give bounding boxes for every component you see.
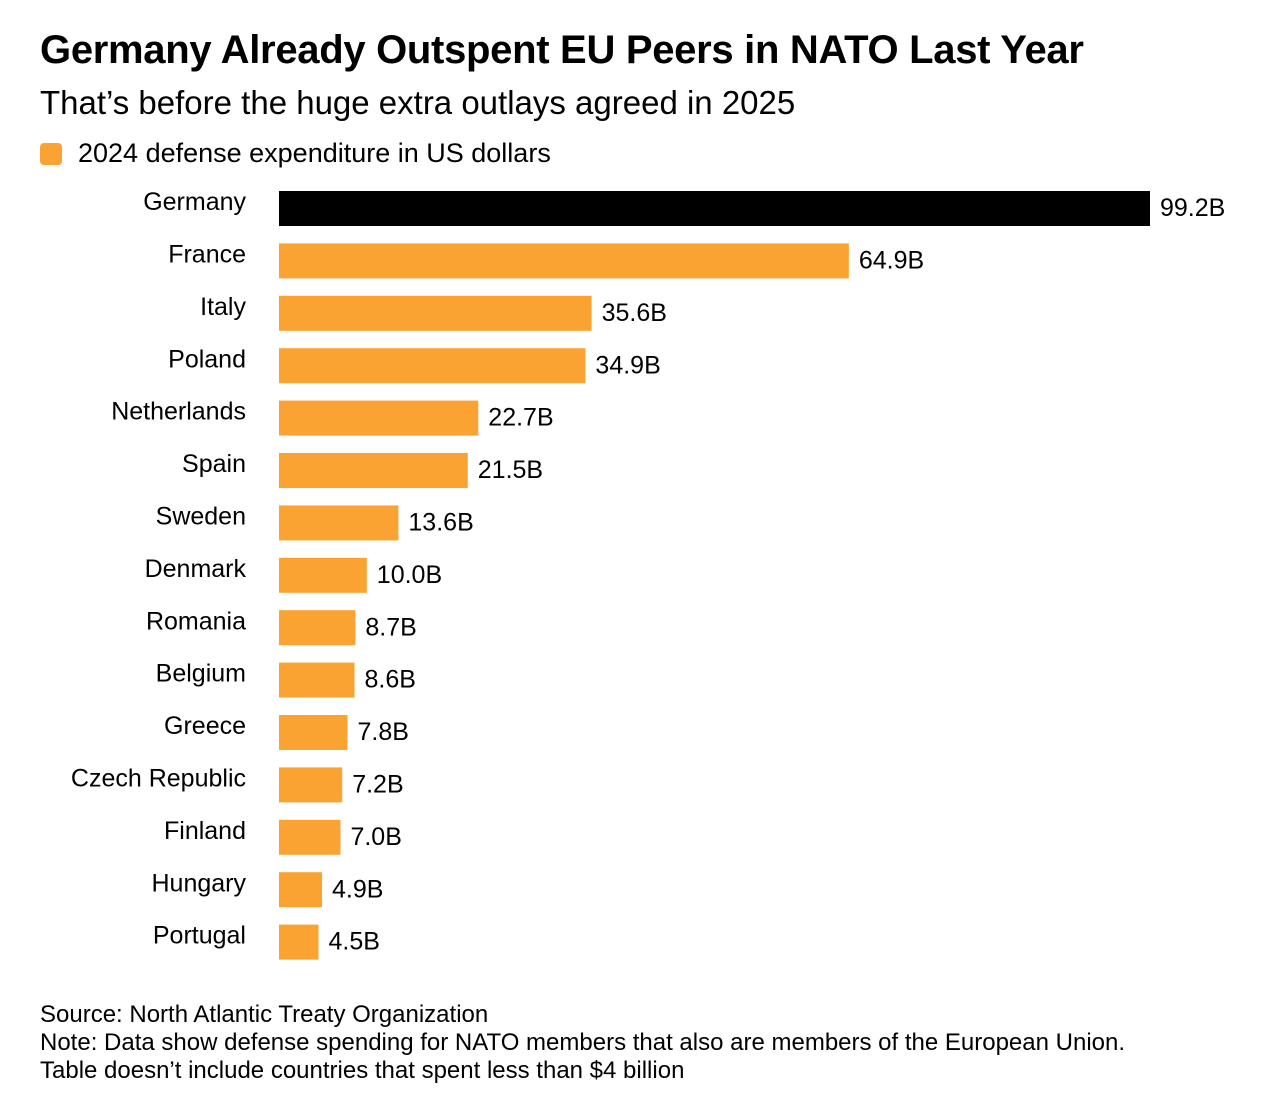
value-label-germany: 99.2B [1160,194,1225,222]
category-label-germany: Germany [143,188,246,216]
value-label-hungary: 4.9B [332,875,383,903]
bar-belgium [279,662,355,698]
bar-sweden [279,505,399,541]
value-label-italy: 35.6B [602,299,667,327]
value-label-sweden: 13.6B [408,509,473,537]
legend-label: 2024 defense expenditure in US dollars [78,138,551,168]
bar-hungary [279,872,323,908]
category-label-denmark: Denmark [145,555,247,583]
bar-czech-republic [279,767,343,803]
value-label-spain: 21.5B [478,456,543,484]
value-label-belgium: 8.6B [365,666,416,694]
bar-spain [279,453,468,488]
category-label-italy: Italy [200,293,246,321]
category-label-poland: Poland [168,345,246,373]
value-label-romania: 8.7B [365,613,416,641]
value-label-greece: 7.8B [357,718,408,746]
legend: 2024 defense expenditure in US dollars [40,138,551,169]
bar-italy [279,295,592,331]
value-label-denmark: 10.0B [377,561,442,589]
bar-germany [279,191,1150,226]
value-label-finland: 7.0B [350,823,401,851]
value-label-portugal: 4.5B [329,928,380,956]
data-note-line-1: Note: Data show defense spending for NAT… [40,1029,1126,1056]
value-label-netherlands: 22.7B [488,404,553,432]
bar-portugal [279,924,319,960]
bar-romania [279,610,356,646]
category-label-greece: Greece [164,712,246,740]
category-label-hungary: Hungary [152,869,247,897]
value-label-poland: 34.9B [595,351,660,379]
category-label-france: France [168,241,246,269]
bar-chart: Germany 99.2B France 64.9B Italy 35.6B Poland 3… [71,188,1225,960]
value-label-czech-republic: 7.2B [352,771,403,799]
chart-title: Germany Already Outspent EU Peers in NAT… [40,28,1084,72]
source-note: Source: North Atlantic Treaty Organizati… [40,1001,489,1028]
bar-denmark [279,557,367,593]
bar-finland [279,819,341,855]
category-label-romania: Romania [146,607,246,635]
chart-subtitle: That’s before the huge extra outlays agr… [40,84,796,121]
value-label-france: 64.9B [859,247,924,275]
category-label-czech-republic: Czech Republic [71,765,246,793]
bar-poland [279,348,586,384]
bar-greece [279,715,348,750]
chart-footer: Source: North Atlantic Treaty Organizati… [40,1001,1125,1085]
category-label-belgium: Belgium [156,660,246,688]
category-label-spain: Spain [182,450,246,478]
category-label-portugal: Portugal [153,922,246,950]
category-label-sweden: Sweden [156,503,246,531]
category-label-netherlands: Netherlands [111,398,246,426]
bar-france [279,243,849,279]
category-label-finland: Finland [164,817,246,845]
legend-swatch [40,142,62,165]
data-note-line-2: Table doesn’t include countries that spe… [40,1057,685,1084]
bar-netherlands [279,400,479,436]
